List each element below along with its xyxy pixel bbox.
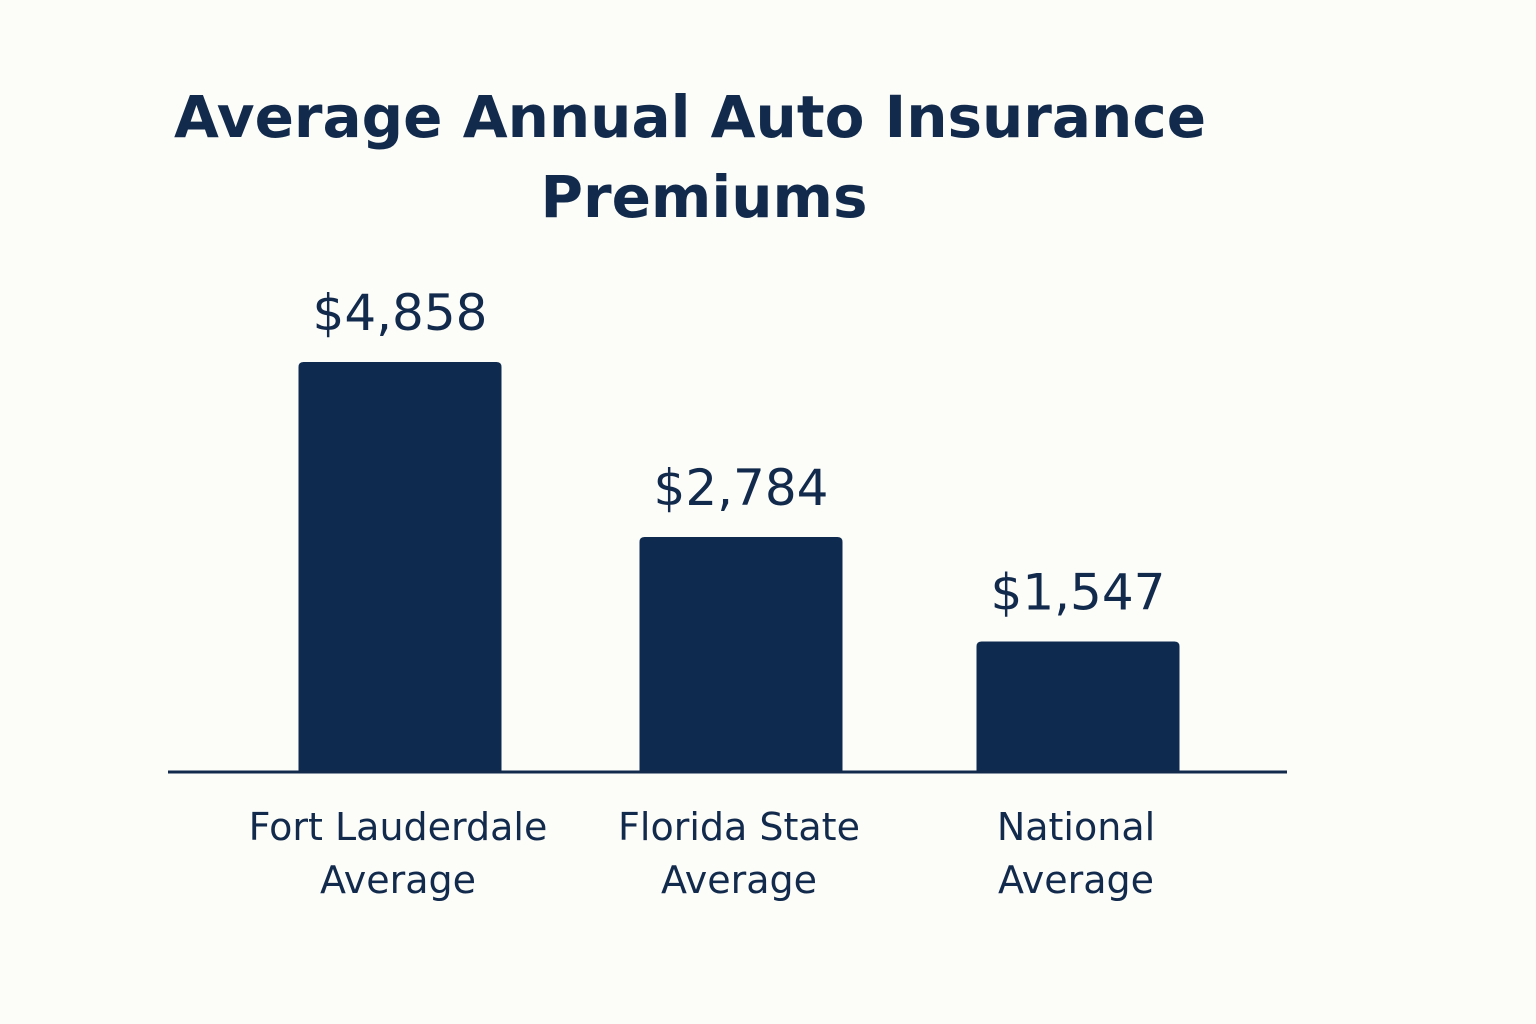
category-label-0: Fort Lauderdale Average (249, 805, 548, 902)
bar-2 (976, 641, 1180, 772)
category-labels: Fort Lauderdale Average Florida State Avera… (249, 805, 1156, 902)
category-label-2-line-0: National (997, 805, 1155, 849)
value-labels: $4,858 $2,784 $1,547 (313, 284, 1166, 621)
bar-0 (298, 362, 502, 772)
bar-1 (639, 537, 843, 772)
chart-title: Average Annual Auto Insurance Premiums (174, 83, 1206, 231)
value-label-2: $1,547 (991, 563, 1166, 621)
chart-title-line-2: Premiums (540, 163, 867, 231)
category-label-0-line-0: Fort Lauderdale (249, 805, 548, 849)
value-label-1: $2,784 (654, 459, 829, 517)
category-label-1-line-1: Average (661, 858, 817, 902)
category-label-2: National Average (997, 805, 1155, 902)
value-label-0: $4,858 (313, 284, 488, 342)
category-label-2-line-1: Average (998, 858, 1154, 902)
bars (298, 362, 1180, 772)
category-label-0-line-1: Average (320, 858, 476, 902)
category-label-1: Florida State Average (618, 805, 860, 902)
chart-title-line-1: Average Annual Auto Insurance (174, 83, 1206, 151)
category-label-1-line-0: Florida State (618, 805, 860, 849)
